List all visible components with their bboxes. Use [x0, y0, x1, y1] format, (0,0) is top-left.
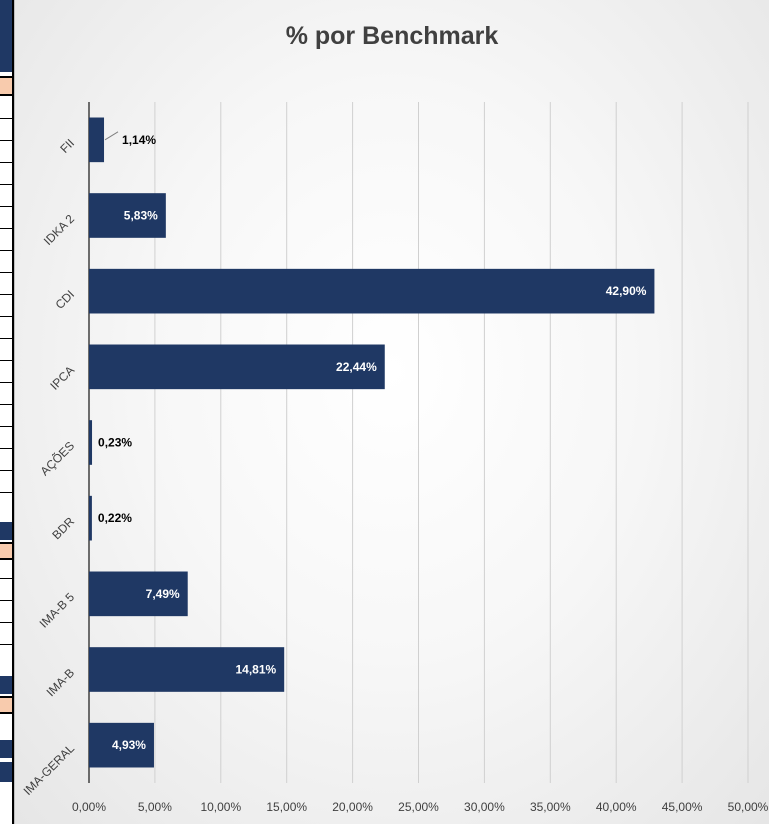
data-label: 0,22%: [98, 511, 132, 525]
data-label: 5,83%: [124, 209, 158, 223]
x-tick-label: 40,00%: [596, 800, 637, 814]
bar: [89, 722, 154, 768]
category-label: IMA-B 5: [37, 590, 78, 631]
x-tick-label: 15,00%: [266, 800, 307, 814]
x-tick-label: 30,00%: [464, 800, 505, 814]
data-label: 14,81%: [235, 663, 276, 677]
category-label: AÇÕES: [37, 438, 77, 478]
x-tick-label: 25,00%: [398, 800, 439, 814]
bar: [89, 571, 188, 617]
bar: [89, 117, 105, 163]
x-tick-label: 5,00%: [138, 800, 172, 814]
data-label: 0,23%: [98, 436, 132, 450]
x-tick-label: 20,00%: [332, 800, 373, 814]
category-label: IDKA 2: [41, 211, 78, 248]
x-tick-label: 45,00%: [662, 800, 703, 814]
bar: [89, 647, 285, 692]
data-label: 7,49%: [146, 587, 180, 601]
sheet-header-cell: [0, 0, 12, 72]
sheet-header-cell: [0, 740, 12, 758]
sheet-highlight-cell: [0, 76, 12, 96]
spreadsheet-strip: [0, 0, 14, 824]
category-label: FII: [57, 136, 77, 156]
leader-line: [104, 131, 119, 141]
bar: [89, 268, 655, 314]
chart-area[interactable]: % por Benchmark 0,00% 5,00% 10,00% 15,00% 20…: [14, 0, 769, 824]
sheet-highlight-cell: [0, 542, 12, 560]
bar: [89, 344, 385, 390]
x-tick-label: 35,00%: [530, 800, 571, 814]
chart-title: % por Benchmark: [285, 22, 499, 50]
sheet-highlight-cell: [0, 696, 12, 714]
x-tick-label: 10,00%: [200, 800, 241, 814]
sheet-header-cell: [0, 522, 12, 540]
category-label: IMA-GERAL: [21, 741, 78, 798]
sheet-header-cell: [0, 762, 12, 782]
data-label: 1,14%: [122, 133, 156, 147]
bar: [89, 420, 93, 465]
data-label: 22,44%: [336, 360, 377, 374]
bar-chart: 0,00% 5,00% 10,00% 15,00% 20,00% 25,00% 30,00%…: [21, 102, 769, 814]
sheet-header-cell: [0, 676, 12, 694]
data-label: 4,93%: [112, 738, 146, 752]
bar: [89, 193, 166, 238]
category-label: IMA-B: [44, 666, 77, 699]
x-tick-label: 0,00%: [72, 800, 106, 814]
category-label: BDR: [49, 514, 77, 542]
category-label: IPCA: [47, 363, 77, 393]
category-label: CDI: [53, 287, 78, 312]
bar: [89, 495, 92, 541]
x-tick-label: 50,00%: [728, 800, 769, 814]
data-label: 42,90%: [606, 284, 647, 298]
